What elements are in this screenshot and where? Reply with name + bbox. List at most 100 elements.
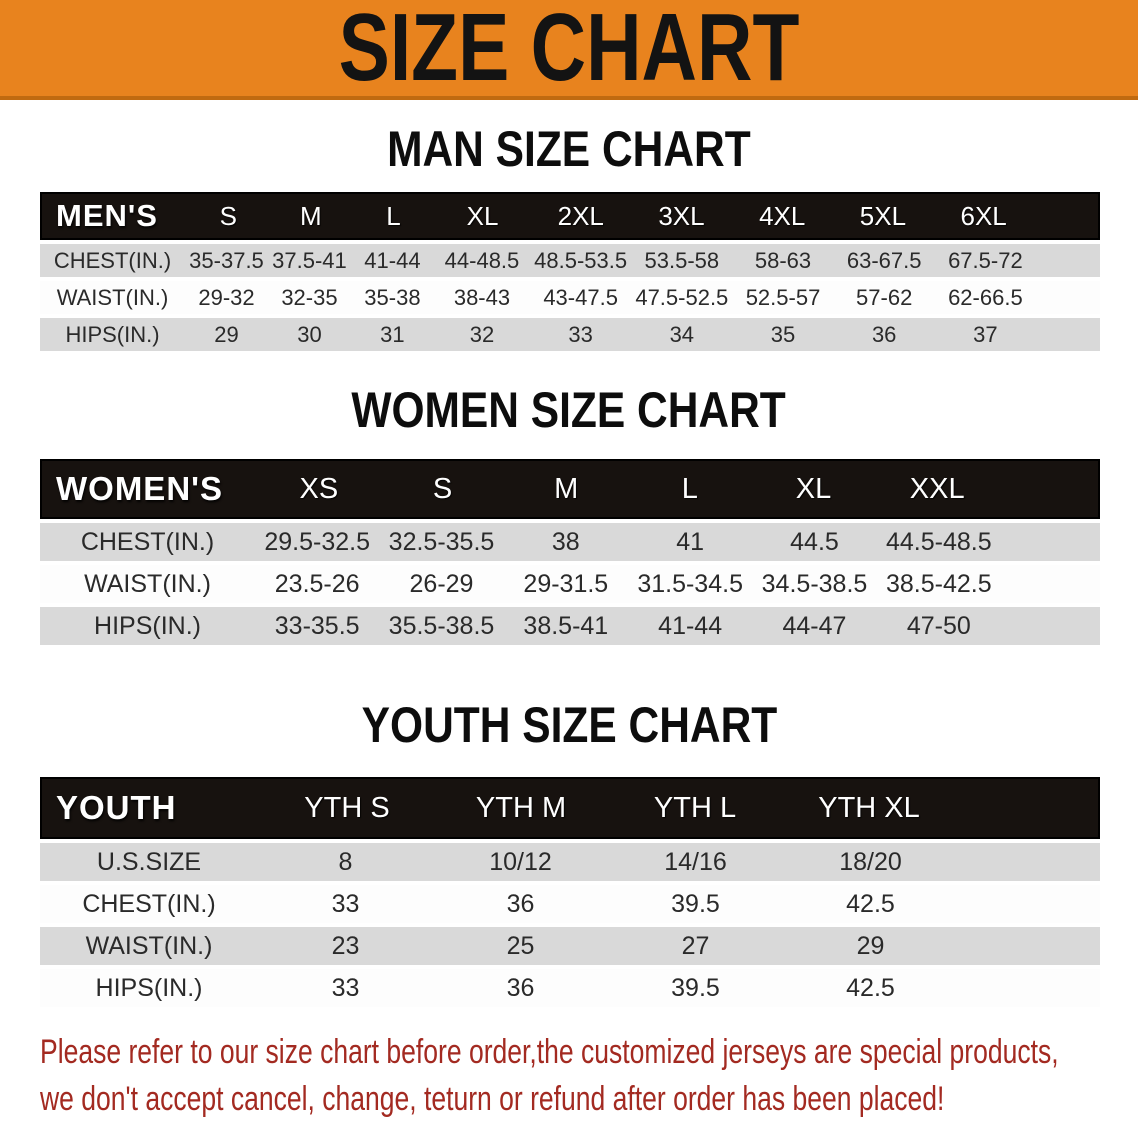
table-cell: 26-29: [409, 569, 474, 598]
table-cell: 29-32: [198, 284, 255, 310]
column-header: L: [681, 472, 698, 505]
footer-line-1: Please refer to our size chart before or…: [40, 1033, 1059, 1071]
table-row: HIPS(IN.) 29 30 31 32 33 34 35 36 37: [40, 318, 1100, 351]
table-cell: 38.5-42.5: [885, 569, 992, 598]
table-cell: 32: [469, 321, 495, 347]
page-title-text: SIZE CHART: [338, 0, 800, 101]
table-cell: 62-66.5: [948, 284, 1023, 310]
table-cell: 39.5: [671, 889, 720, 918]
table-cell: 35.5-38.5: [388, 611, 495, 640]
table-header-row: YOUTH YTH S YTH M YTH L YTH XL: [40, 777, 1100, 839]
column-header: 2XL: [557, 200, 604, 231]
column-header: S: [219, 200, 237, 231]
table-cell: 34.5-38.5: [761, 569, 868, 598]
table-cell: 42.5: [846, 889, 895, 918]
column-header: S: [432, 472, 453, 505]
table-cell: 32-35: [281, 284, 338, 310]
table-cell: 63-67.5: [846, 247, 922, 273]
banner: SIZE CHART: [0, 0, 1138, 100]
men-size-table: MEN'S S M L XL 2XL 3XL 4XL 5XL 6XL CHEST(IN.) 35-37…: [40, 192, 1100, 351]
section-youth: YOUTH SIZE CHART YOUTH YTH S YTH M YTH L YTH…: [0, 700, 1138, 1007]
column-header: 6XL: [960, 200, 1007, 231]
table-cell: 43-47.5: [543, 284, 618, 310]
row-label: U.S.SIZE: [96, 847, 202, 876]
table-cell: 27: [681, 931, 710, 960]
table-cell: 18/20: [839, 847, 902, 876]
column-header: 4XL: [759, 200, 806, 231]
table-cell: 37.5-41: [272, 247, 347, 273]
table-cell: 10/12: [489, 847, 552, 876]
row-label: CHEST(IN.): [53, 247, 172, 273]
table-cell: 33: [568, 321, 593, 347]
row-label: HIPS(IN.): [65, 321, 160, 347]
footer-note: Please refer to our size chart before or…: [40, 1035, 1138, 1116]
youth-section-heading-text: YOUTH SIZE CHART: [361, 697, 777, 753]
table-cell: 33: [331, 889, 360, 918]
column-header: YTH S: [304, 791, 390, 824]
column-header: L: [386, 200, 401, 231]
table-row: CHEST(IN.) 33 36 39.5 42.5: [40, 885, 1100, 923]
table-cell: 44.5: [790, 527, 839, 556]
table-cell: 29-31.5: [523, 569, 609, 598]
table-cell: 36: [506, 889, 535, 918]
column-header: 3XL: [658, 200, 705, 231]
row-label: CHEST(IN.): [80, 527, 215, 556]
table-cell: 57-62: [856, 284, 913, 310]
men-section-heading-text: MAN SIZE CHART: [387, 121, 751, 177]
table-cell: 36: [871, 321, 897, 347]
table-cell: 29.5-32.5: [264, 527, 370, 556]
column-header: M: [554, 472, 579, 505]
table-cell: 25: [506, 931, 535, 960]
column-header: YTH M: [475, 791, 567, 824]
table-row: CHEST(IN.) 35-37.5 37.5-41 41-44 44-48.5 48.5…: [40, 244, 1100, 277]
table-cell: 38-43: [453, 284, 511, 310]
table-cell: 30: [297, 321, 322, 347]
table-cell: 36: [506, 973, 535, 1002]
youth-section-heading: YOUTH SIZE CHART: [0, 700, 1138, 750]
table-row: HIPS(IN.) 33 36 39.5 42.5: [40, 969, 1100, 1007]
table-cell: 41-44: [658, 611, 723, 640]
table-cell: 32.5-35.5: [388, 527, 495, 556]
table-cell: 48.5-53.5: [534, 247, 628, 273]
section-women: WOMEN SIZE CHART WOMEN'S XS S M L XL XXL CHEST(…: [0, 385, 1138, 645]
column-header: YTH L: [653, 791, 737, 824]
table-cell: 35-37.5: [189, 247, 264, 273]
table-cell: 35-38: [364, 284, 421, 310]
table-cell: 41: [676, 527, 705, 556]
table-cell: 42.5: [846, 973, 895, 1002]
table-header-row: WOMEN'S XS S M L XL XXL: [40, 459, 1100, 519]
column-header: M: [300, 200, 322, 231]
table-cell: 53.5-58: [644, 247, 720, 273]
table-cell: 38.5-41: [523, 611, 609, 640]
table-cell: 52.5-57: [745, 284, 821, 310]
column-header: XL: [466, 200, 499, 231]
table-cell: 67.5-72: [948, 247, 1023, 273]
table-cell: 33-35.5: [274, 611, 360, 640]
row-label: HIPS(IN.): [94, 611, 201, 640]
row-label: WAIST(IN.): [84, 569, 211, 598]
table-row: CHEST(IN.) 29.5-32.5 32.5-35.5 38 41 44.5 44.5…: [40, 523, 1100, 561]
row-label: HIPS(IN.): [95, 973, 203, 1002]
column-header: XS: [299, 472, 339, 505]
table-cell: 23.5-26: [274, 569, 360, 598]
column-header: XXL: [909, 472, 965, 505]
table-row: U.S.SIZE 8 10/12 14/16 18/20: [40, 843, 1100, 881]
table-corner-label: MEN'S: [56, 198, 158, 233]
table-cell: 38: [551, 527, 580, 556]
table-cell: 31.5-34.5: [637, 569, 743, 598]
table-cell: 14/16: [664, 847, 727, 876]
youth-size-table: YOUTH YTH S YTH M YTH L YTH XL U.S.SIZE 8 10/12…: [40, 777, 1100, 1007]
table-cell: 29: [856, 931, 885, 960]
row-label: WAIST(IN.): [56, 284, 169, 310]
table-row: WAIST(IN.) 29-32 32-35 35-38 38-43 43-47.5 47.…: [40, 281, 1100, 314]
men-section-heading: MAN SIZE CHART: [0, 124, 1138, 174]
table-cell: 8: [338, 847, 353, 876]
women-section-heading: WOMEN SIZE CHART: [0, 385, 1138, 435]
table-corner-label: WOMEN'S: [56, 470, 224, 507]
section-men: MAN SIZE CHART MEN'S S M L XL 2XL 3XL 4XL 5XL 6XL…: [0, 124, 1138, 351]
table-cell: 33: [331, 973, 360, 1002]
women-size-table: WOMEN'S XS S M L XL XXL CHEST(IN.) 29.5-32.5 32.5…: [40, 459, 1100, 645]
table-cell: 39.5: [671, 973, 720, 1002]
table-cell: 58-63: [754, 247, 812, 273]
